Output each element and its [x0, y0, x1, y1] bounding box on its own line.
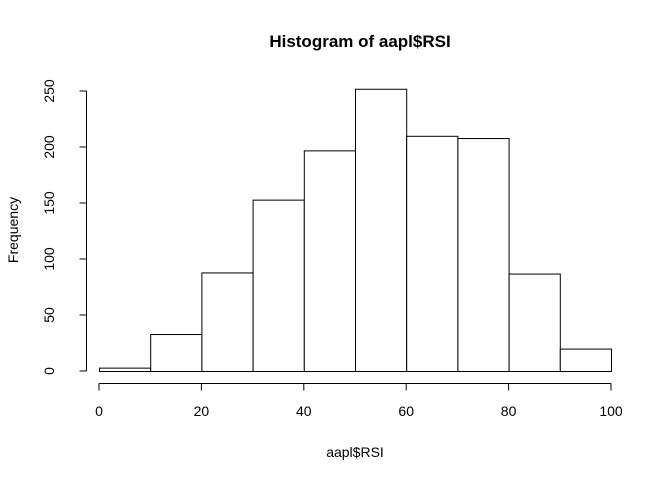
x-tick-label-2: 40	[296, 403, 312, 419]
x-axis-label: aapl$RSI	[326, 444, 384, 460]
chart-title: Histogram of aapl$RSI	[269, 32, 450, 51]
x-tick-label-4: 80	[501, 403, 517, 419]
x-tick-label-3: 60	[398, 403, 414, 419]
y-tick-label-1: 50	[41, 307, 57, 323]
y-axis-label: Frequency	[5, 197, 21, 263]
histogram-bar-7	[457, 138, 510, 372]
histogram-bar-0	[99, 367, 152, 373]
x-tick-label-0: 0	[95, 403, 103, 419]
histogram-bar-4	[303, 150, 356, 372]
y-tick-label-3: 150	[41, 191, 57, 215]
y-tick-label-2: 100	[41, 247, 57, 271]
histogram-bar-9	[559, 348, 612, 373]
histogram-bar-6	[406, 135, 459, 372]
histogram-bar-5	[355, 88, 408, 372]
x-tick-label-1: 20	[194, 403, 210, 419]
y-axis: 0 50 100 150 200 250	[41, 79, 87, 375]
histogram-bar-1	[150, 334, 203, 373]
bars-group	[99, 88, 612, 373]
y-tick-label-0: 0	[41, 367, 57, 375]
x-tick-label-5: 100	[599, 403, 623, 419]
y-tick-label-4: 200	[41, 135, 57, 159]
histogram-bar-8	[508, 273, 561, 372]
histogram-bar-3	[252, 199, 305, 372]
x-axis: 0 20 40 60 80 100	[95, 383, 623, 419]
histogram-bar-2	[201, 272, 254, 372]
y-tick-label-5: 250	[41, 79, 57, 103]
